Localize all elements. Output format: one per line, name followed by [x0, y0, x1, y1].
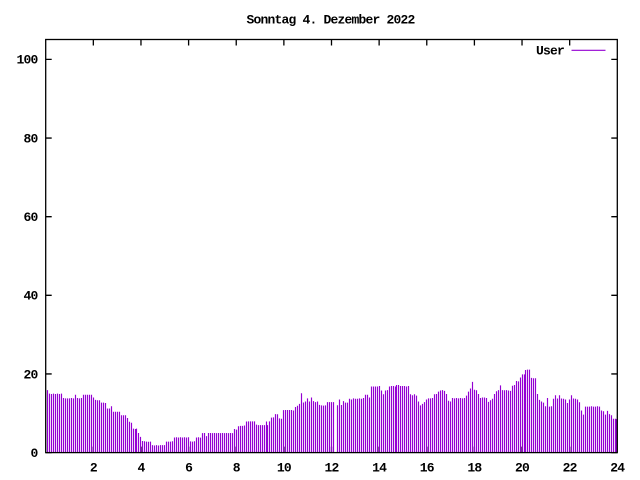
svg-text:22: 22 [563, 461, 578, 476]
svg-text:12: 12 [324, 461, 339, 476]
svg-text:8: 8 [233, 461, 241, 476]
svg-text:2: 2 [90, 461, 98, 476]
svg-text:User: User [536, 44, 564, 59]
svg-text:18: 18 [467, 461, 482, 476]
svg-text:20: 20 [23, 367, 38, 382]
svg-text:100: 100 [16, 53, 38, 68]
svg-text:Sonntag 4. Dezember 2022: Sonntag 4. Dezember 2022 [246, 13, 415, 28]
svg-text:4: 4 [137, 461, 145, 476]
svg-text:0: 0 [30, 446, 38, 461]
svg-text:6: 6 [185, 461, 193, 476]
svg-text:80: 80 [23, 131, 38, 146]
svg-text:60: 60 [23, 210, 38, 225]
svg-text:20: 20 [515, 461, 530, 476]
svg-text:10: 10 [277, 461, 292, 476]
svg-text:40: 40 [23, 289, 38, 304]
svg-text:14: 14 [372, 461, 387, 476]
svg-text:16: 16 [420, 461, 435, 476]
svg-text:24: 24 [610, 461, 625, 476]
